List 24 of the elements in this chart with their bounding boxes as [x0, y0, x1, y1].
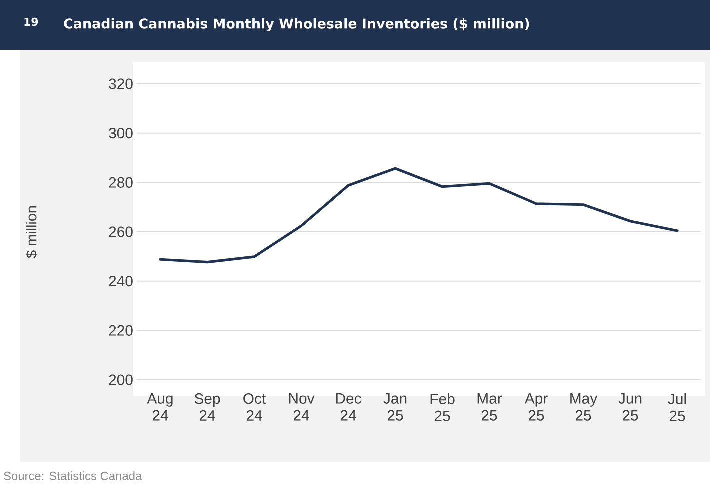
y-tick-label: 300 — [109, 128, 133, 139]
source-note: Source: Statistics Canada — [4, 472, 142, 480]
text: 19 — [24, 18, 38, 26]
x-tick-label: Feb 25 — [430, 394, 455, 422]
x-tick-label: Nov 24 — [289, 394, 315, 421]
x-tick-label: Sep 24 — [194, 394, 220, 421]
line-series — [159, 167, 679, 264]
y-axis-title: $ million — [26, 206, 38, 258]
x-tick-label: Aug 24 — [147, 394, 173, 421]
x-tick-label: Jan 25 — [384, 394, 407, 421]
y-tick-label: 320 — [109, 78, 133, 90]
x-tick-label: Jul 25 — [668, 394, 686, 422]
y-tick-label: 260 — [109, 226, 133, 238]
x-tick-label: Jun 25 — [618, 394, 642, 421]
x-tick-label: Oct 24 — [244, 394, 266, 421]
x-tick-label: Mar 25 — [478, 394, 502, 421]
x-tick-label: Apr 25 — [524, 394, 548, 421]
y-tick-label: 240 — [109, 276, 133, 287]
x-tick-label: Dec 24 — [336, 394, 362, 421]
x-tick-label: May 25 — [570, 394, 598, 421]
y-tick-label: 280 — [109, 177, 133, 188]
y-tick-label: 220 — [109, 325, 133, 336]
chart-title: Canadian Cannabis Monthly Wholesale Inventories ($ million) — [64, 18, 530, 32]
y-tick-label: 200 — [109, 374, 133, 386]
